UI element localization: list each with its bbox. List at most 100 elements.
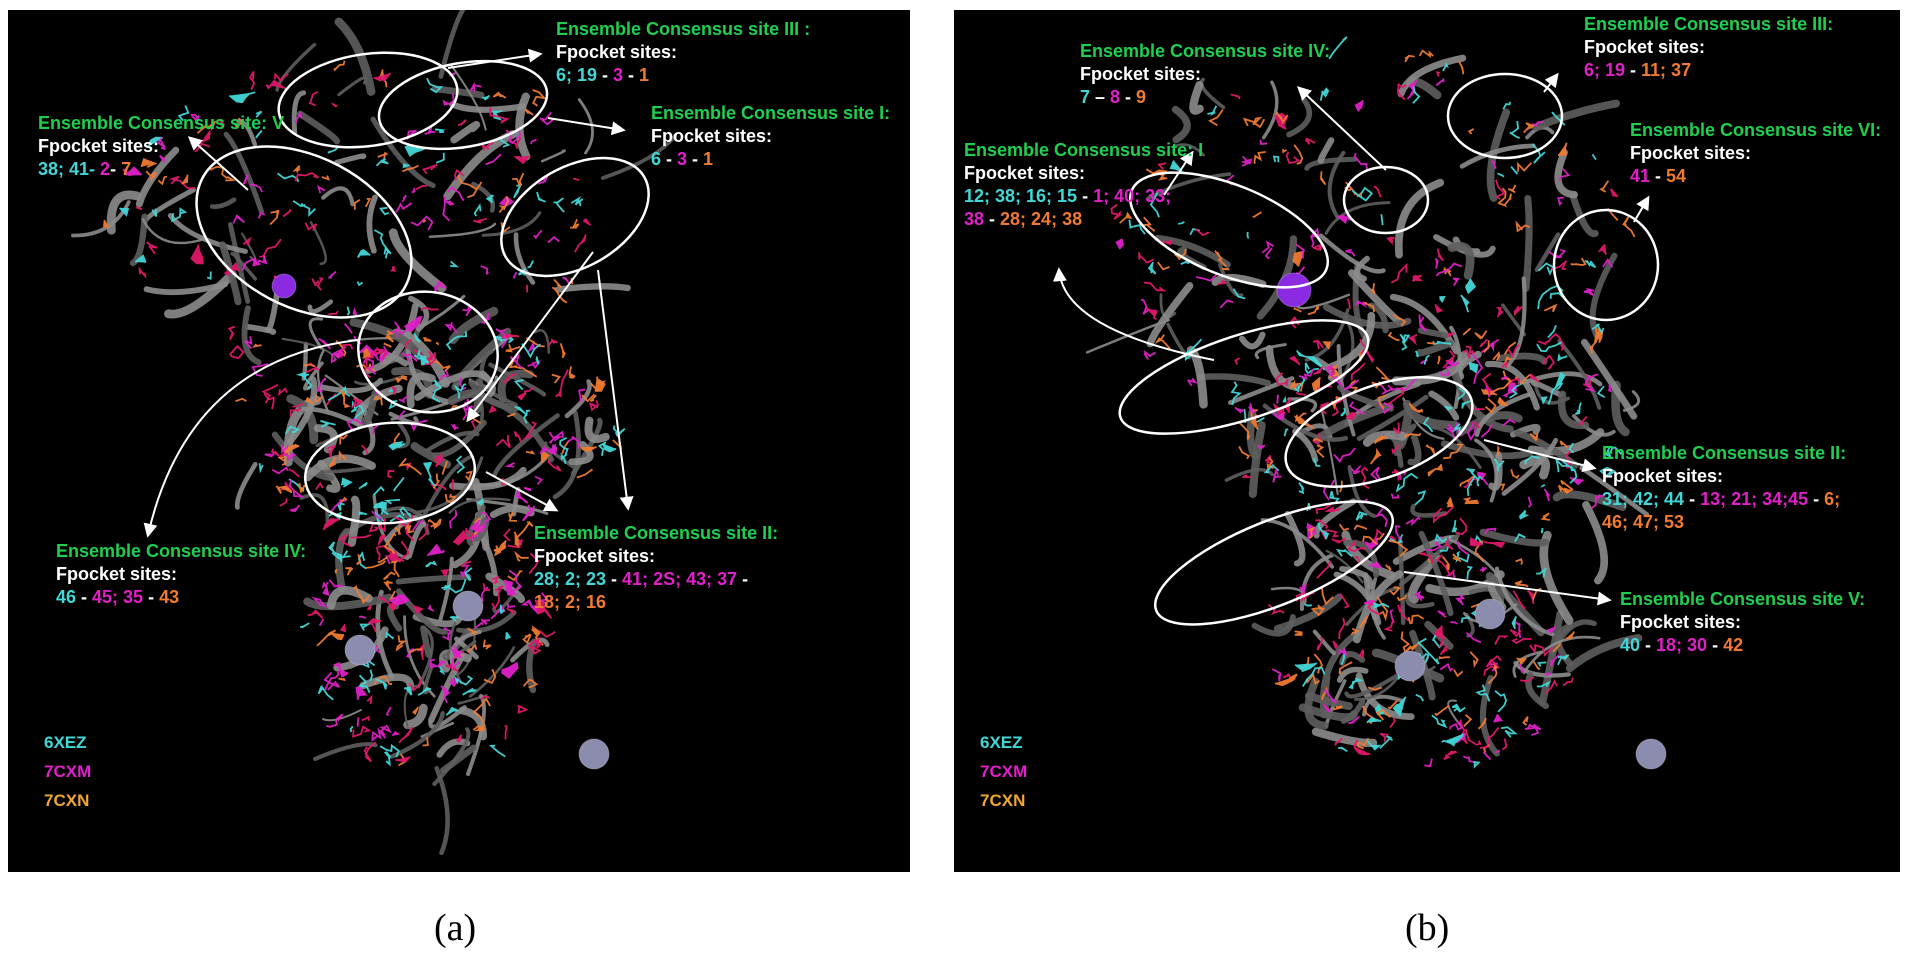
fpocket-value-segment: 6; 19 [556, 65, 598, 85]
annotation-values: 12; 38; 16; 15 - 1; 40; 33; 38 - 28; 24; … [964, 185, 1203, 231]
site-ellipse [357, 290, 499, 414]
annotation-subtitle: Fpocket sites: [651, 126, 773, 146]
pocket-mesh [1110, 36, 1636, 769]
annotation-title: Ensemble Consensus site IV: [1080, 41, 1331, 61]
panel-a: Ensemble Consensus site III : Fpocket si… [8, 10, 910, 872]
fpocket-value-segment: - [737, 569, 749, 589]
legend: 6XEZ 7CXM 7CXN [44, 728, 91, 815]
legend: 6XEZ 7CXM 7CXN [980, 728, 1027, 815]
panel-label-a: (a) [434, 907, 477, 949]
fpocket-value-segment: 46; 47; 53 [1602, 512, 1685, 532]
fpocket-value-segment: 3 [613, 65, 624, 85]
fpocket-value-segment: - [623, 65, 640, 85]
site-ellipse [195, 145, 413, 319]
fpocket-values-line: 18; 2; 16 [534, 591, 778, 614]
fpocket-values-line: 46 - 45; 35 - 43 [56, 586, 306, 609]
fpocket-value-segment: - [110, 159, 122, 179]
annotation-subtitle: Fpocket sites: [56, 564, 178, 584]
fpocket-value-segment: 18; 30 [1656, 635, 1708, 655]
fpocket-value-segment: 3 [677, 149, 688, 169]
fpocket-value-segment: 11; 37 [1641, 60, 1692, 80]
site-ellipse [277, 51, 459, 149]
panel-b: Ensemble Consensus site IV: Fpocket site… [954, 10, 1900, 872]
site-ellipse [1118, 319, 1370, 435]
leader-arrow [143, 339, 359, 538]
annotation-site-III: Ensemble Consensus site III: Fpocket sit… [1584, 13, 1833, 82]
annotation-site-IV: Ensemble Consensus site IV: Fpocket site… [56, 540, 306, 609]
annotation-subtitle: Fpocket sites: [1080, 64, 1202, 84]
protein-structure-render-b [1085, 36, 1667, 770]
annotation-subtitle: Fpocket sites: [38, 136, 160, 156]
annotation-values: 41 - 54 [1630, 165, 1881, 188]
fpocket-value-segment: - [984, 209, 1001, 229]
legend-item-6xez: 6XEZ [980, 733, 1023, 752]
fpocket-value-segment: 28; 24; 38 [1000, 209, 1083, 229]
fpocket-value-segment: 2 [100, 159, 111, 179]
annotation-subtitle: Fpocket sites: [964, 163, 1086, 183]
annotation-values: 7 – 8 - 9 [1080, 86, 1330, 109]
fpocket-values-line: 38; 41- 2- 7 [38, 158, 284, 181]
leader-arrow [597, 269, 634, 511]
leader-arrow [1543, 72, 1559, 93]
metal-ion-sphere [271, 273, 297, 299]
fpocket-values-line: 31; 42; 44 - 13; 21; 34;45 - 6; [1602, 488, 1846, 511]
fpocket-value-segment: 12; 38; 16; 15 [964, 186, 1078, 206]
metal-ion-sphere [1474, 598, 1506, 630]
metal-ion-sphere [1276, 272, 1312, 308]
metal-ion-sphere [1635, 738, 1667, 770]
fpocket-value-segment: 18; 2; 16 [534, 592, 607, 612]
fpocket-values-line: 6 - 3 - 1 [651, 148, 890, 171]
fpocket-value-segment: 54 [1666, 166, 1687, 186]
leader-arrow [1483, 439, 1597, 473]
fpocket-values-line: 6; 19 - 3 - 1 [556, 64, 810, 87]
annotation-subtitle: Fpocket sites: [556, 42, 678, 62]
annotation-title: Ensemble Consensus site: V [38, 113, 285, 133]
legend-item-7cxm: 7CXM [44, 762, 92, 781]
annotation-title: Ensemble Consensus site VI: [1630, 120, 1882, 140]
site-annotation-overlay-a [143, 48, 650, 538]
fpocket-values-line: 40 - 18; 30 - 42 [1620, 634, 1865, 657]
annotation-values: 31; 42; 44 - 13; 21; 34;45 - 6; 46; 47; 5… [1602, 488, 1846, 534]
protein-structure-render-a [71, 10, 677, 856]
metal-ion-sphere [1394, 650, 1426, 682]
annotation-values: 6 - 3 - 1 [651, 148, 890, 171]
annotation-values: 28; 2; 23 - 41; 2S; 43; 37 -18; 2; 16 [534, 568, 778, 614]
site-ellipse [500, 156, 650, 278]
annotation-site-II: Ensemble Consensus site II: Fpocket site… [1602, 442, 1846, 534]
fpocket-value-segment: 9 [1136, 87, 1147, 107]
fpocket-value-segment: 42 [1723, 635, 1744, 655]
metal-ion-sphere [578, 738, 610, 770]
fpocket-value-segment: 46 [56, 587, 77, 607]
metal-ion-sphere [344, 634, 376, 666]
annotation-subtitle: Fpocket sites: [1584, 37, 1706, 57]
fpocket-values-line: 28; 2; 23 - 41; 2S; 43; 37 - [534, 568, 778, 591]
annotation-title: Ensemble Consensus site III: [1584, 14, 1834, 34]
site-ellipse [1128, 171, 1330, 289]
fpocket-value-segment: 1 [703, 149, 714, 169]
fpocket-value-segment: - [1120, 87, 1137, 107]
fpocket-value-segment: - [143, 587, 160, 607]
legend-item-7cxn: 7CXN [44, 791, 90, 810]
annotation-values: 46 - 45; 35 - 43 [56, 586, 306, 609]
fpocket-value-segment: 6; [1824, 489, 1841, 509]
annotation-title: Ensemble Consensus site III : [556, 19, 811, 39]
fpocket-values-line: 12; 38; 16; 15 - 1; 40; 33; [964, 185, 1203, 208]
fpocket-value-segment: - [1707, 635, 1724, 655]
annotation-site-V: Ensemble Consensus site V: Fpocket sites… [1620, 588, 1865, 657]
fpocket-value-segment: 38; 41- [38, 159, 101, 179]
fpocket-values-line: 38 - 28; 24; 38 [964, 208, 1203, 231]
site-ellipse [377, 59, 549, 151]
fpocket-value-segment: 8 [1110, 87, 1121, 107]
fpocket-value-segment: - [606, 569, 623, 589]
fpocket-value-segment: - [597, 65, 614, 85]
fpocket-value-segment: 6 [651, 149, 662, 169]
annotation-title: Ensemble Consensus site IV: [56, 541, 307, 561]
leader-arrow [547, 117, 626, 136]
annotation-site-VI: Ensemble Consensus site VI: Fpocket site… [1630, 119, 1881, 188]
annotation-site-V: Ensemble Consensus site: V Fpocket sites… [38, 112, 284, 181]
fpocket-values-line: 6; 19 - 11; 37 [1584, 59, 1833, 82]
annotation-site-I: Ensemble Consensus site: I Fpocket sites… [964, 139, 1203, 231]
leader-arrow [447, 48, 543, 69]
metal-ion-sphere [452, 590, 484, 622]
site-ellipse [303, 421, 477, 525]
